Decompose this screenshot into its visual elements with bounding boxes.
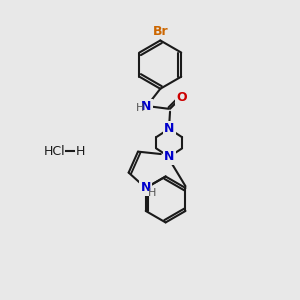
Text: Br: Br xyxy=(152,25,168,38)
Text: N: N xyxy=(141,100,152,113)
Text: H: H xyxy=(147,188,156,198)
Text: HCl: HCl xyxy=(44,145,65,158)
Text: O: O xyxy=(176,91,187,104)
Text: H: H xyxy=(76,145,86,158)
Text: N: N xyxy=(140,182,151,194)
Text: N: N xyxy=(164,150,174,163)
Text: N: N xyxy=(164,122,174,135)
Text: H: H xyxy=(136,103,144,113)
